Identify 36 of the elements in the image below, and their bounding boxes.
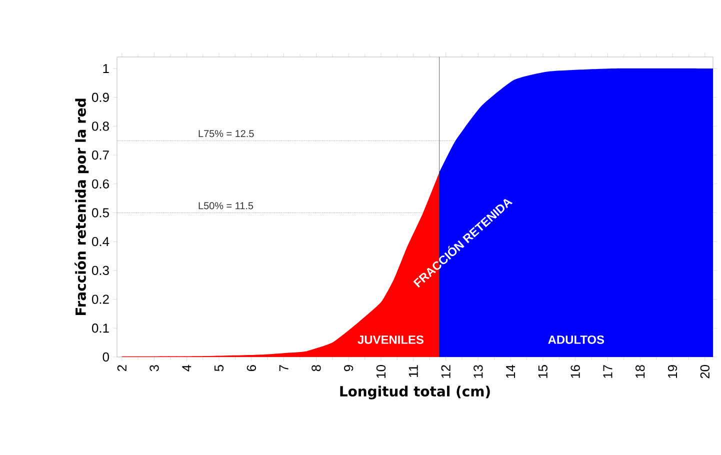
ref-line-label: L50% = 11.5 [198, 202, 254, 210]
x-tick-label: 4 [182, 364, 192, 372]
x-tick-label: 13 [474, 365, 483, 378]
y-tick-label: 1 [103, 64, 109, 73]
x-tick-label: 9 [344, 365, 354, 372]
x-tick-label: 2 [117, 365, 126, 372]
annotation: JUVENILES [358, 335, 424, 344]
y-tick-label: 0.7 [92, 150, 109, 160]
x-tick-label: 3 [150, 365, 159, 372]
x-tick-label: 20 [700, 365, 710, 378]
y-tick-label: 0.5 [92, 208, 109, 218]
x-tick-label: 18 [636, 365, 645, 378]
y-tick-label: 0.1 [92, 324, 109, 333]
ref-line-label: L75% = 12.5 [198, 130, 254, 138]
x-tick-label: 12 [441, 365, 450, 378]
x-tick-label: 11 [408, 365, 418, 377]
y-axis-title: Fracción retenida por la red [74, 98, 89, 316]
y-tick-label: 0.6 [92, 179, 109, 188]
x-tick-label: 15 [538, 365, 548, 378]
x-tick-label: 10 [376, 365, 386, 378]
x-tick-label: 16 [570, 365, 580, 378]
y-tick-label: 0.2 [92, 294, 109, 304]
x-tick-label: 17 [603, 365, 612, 378]
y-tick-label: 0.3 [92, 266, 109, 276]
x-axis-title: Longitud total (cm) [340, 386, 490, 400]
y-tick-label: 0.4 [92, 237, 110, 246]
x-tick-label: 19 [668, 365, 678, 378]
y-tick-label: 0.8 [92, 122, 109, 131]
x-tick-label: 5 [214, 365, 224, 372]
x-tick-label: 8 [312, 365, 321, 372]
x-tick-label: 14 [506, 364, 516, 378]
annotation: ADULTOS [548, 335, 604, 344]
x-tick-label: 6 [246, 365, 256, 372]
y-tick-label: 0 [102, 352, 109, 362]
x-tick-label: 7 [279, 365, 288, 372]
y-tick-label: 0.9 [92, 92, 109, 102]
